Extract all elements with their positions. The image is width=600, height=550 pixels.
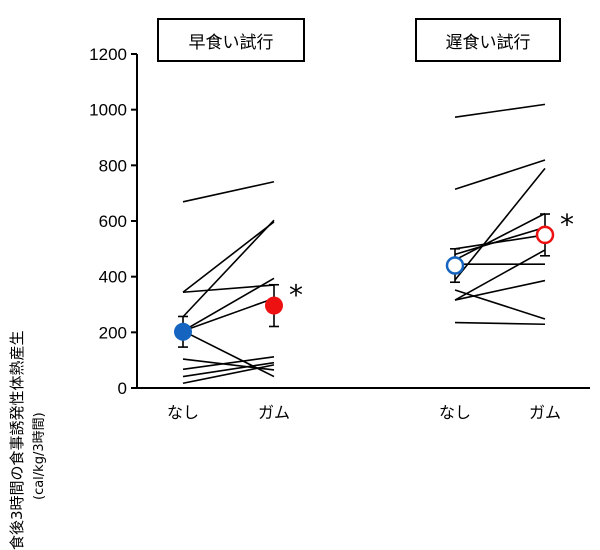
y-tick-label: 600 (99, 212, 127, 231)
y-tick-label: 200 (99, 323, 127, 342)
individual-line (454, 234, 546, 250)
significance-marker: * (289, 279, 303, 312)
individual-line (454, 103, 546, 118)
mean-marker (174, 322, 192, 341)
significance-marker: * (560, 208, 574, 241)
individual-line (182, 219, 275, 318)
y-tick-label: 1000 (89, 101, 127, 120)
y-tick-label: 400 (99, 268, 127, 287)
individual-line (454, 289, 546, 320)
y-axis-label: 食後3時間の食事誘発性体熱産生 (8, 330, 26, 550)
chart: 0 200 400 600 800 1000 1200 なし ガム * なし ガム * (89, 45, 590, 422)
mean-marker (535, 225, 555, 245)
mean-marker (265, 296, 283, 315)
mean-marker (445, 256, 465, 275)
individual-line (454, 321, 546, 326)
group-label-fast: 早食い試行 (157, 18, 305, 62)
x-tick-label: なし (167, 403, 199, 422)
individual-line (454, 226, 546, 256)
y-tick-label: 800 (99, 156, 127, 175)
y-tick-label: 0 (118, 379, 127, 398)
x-tick-label: なし (439, 403, 471, 422)
y-axis-unit: (cal/kg/3時間) (32, 412, 47, 500)
x-tick-label: ガム (258, 403, 290, 422)
individual-line (182, 330, 275, 378)
individual-line (454, 249, 546, 301)
individual-line (182, 180, 275, 203)
individual-line (454, 159, 546, 191)
y-tick-label: 1200 (89, 45, 127, 64)
individual-line (182, 364, 275, 385)
individual-line (454, 167, 546, 281)
x-tick-label: ガム (529, 403, 561, 422)
individual-line (182, 297, 275, 332)
individual-line (182, 221, 275, 293)
group-label-slow: 遅食い試行 (415, 18, 561, 62)
individual-line (182, 361, 275, 378)
individual-line (182, 356, 275, 371)
individual-line (454, 212, 546, 261)
individual-line (182, 277, 275, 332)
individual-line (454, 279, 546, 301)
